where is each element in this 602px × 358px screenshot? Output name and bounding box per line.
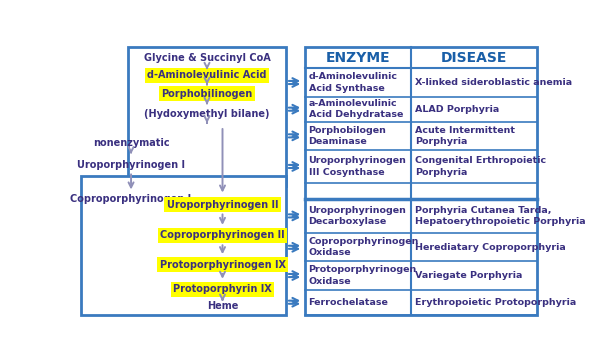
Text: Coproporphyrinogen I: Coproporphyrinogen I — [70, 194, 191, 204]
FancyBboxPatch shape — [305, 47, 537, 315]
FancyBboxPatch shape — [81, 176, 286, 315]
Text: Uroporphyrinogen
III Cosynthase: Uroporphyrinogen III Cosynthase — [309, 156, 406, 176]
Text: d-Aminolevulinic
Acid Synthase: d-Aminolevulinic Acid Synthase — [309, 72, 397, 93]
Text: Herediatary Coproporphyria: Herediatary Coproporphyria — [415, 243, 565, 252]
FancyBboxPatch shape — [128, 47, 286, 186]
Text: a-Aminolevulinic
Acid Dehydratase: a-Aminolevulinic Acid Dehydratase — [309, 99, 403, 119]
Text: d-Aminolevulinic Acid: d-Aminolevulinic Acid — [147, 70, 267, 80]
Text: Erythropoietic Protoporphyria: Erythropoietic Protoporphyria — [415, 298, 576, 307]
Text: Protoporphyrin IX: Protoporphyrin IX — [173, 284, 272, 294]
Text: Protoporphyrinogen IX: Protoporphyrinogen IX — [160, 260, 285, 270]
Text: Glycine & Succinyl CoA: Glycine & Succinyl CoA — [144, 53, 270, 63]
Text: Porphobilinogen: Porphobilinogen — [161, 89, 253, 99]
Text: Uroporphyrinogen I: Uroporphyrinogen I — [77, 160, 185, 170]
Text: Acute Intermittent
Porphyria: Acute Intermittent Porphyria — [415, 126, 515, 146]
Text: Variegate Porphyria: Variegate Porphyria — [415, 271, 522, 280]
Text: Uroporphyrinogen
Decarboxylase: Uroporphyrinogen Decarboxylase — [309, 206, 406, 226]
Text: (Hydoxymethyl bilane): (Hydoxymethyl bilane) — [144, 109, 270, 119]
Text: Porphyria Cutanea Tarda,
Hepatoerythropoietic Porphyria: Porphyria Cutanea Tarda, Hepatoerythropo… — [415, 206, 585, 226]
Text: Protoporphyrinogen
Oxidase: Protoporphyrinogen Oxidase — [309, 266, 417, 286]
Text: DISEASE: DISEASE — [441, 50, 507, 64]
Text: Coproporphyrinogen
Oxidase: Coproporphyrinogen Oxidase — [309, 237, 419, 257]
Text: Porphobilogen
Deaminase: Porphobilogen Deaminase — [309, 126, 386, 146]
Text: Ferrochelatase: Ferrochelatase — [309, 298, 388, 307]
Text: ALAD Porphyria: ALAD Porphyria — [415, 105, 499, 114]
Text: nonenzymatic: nonenzymatic — [93, 138, 169, 148]
Text: X-linked sideroblastic anemia: X-linked sideroblastic anemia — [415, 78, 572, 87]
Text: Uroporphyrinogen II: Uroporphyrinogen II — [167, 200, 278, 210]
Text: Congenital Erthropoietic
Porphyria: Congenital Erthropoietic Porphyria — [415, 156, 546, 176]
Text: Coproporphyrinogen II: Coproporphyrinogen II — [160, 231, 285, 241]
Text: ENZYME: ENZYME — [326, 50, 390, 64]
Text: Heme: Heme — [207, 301, 238, 311]
